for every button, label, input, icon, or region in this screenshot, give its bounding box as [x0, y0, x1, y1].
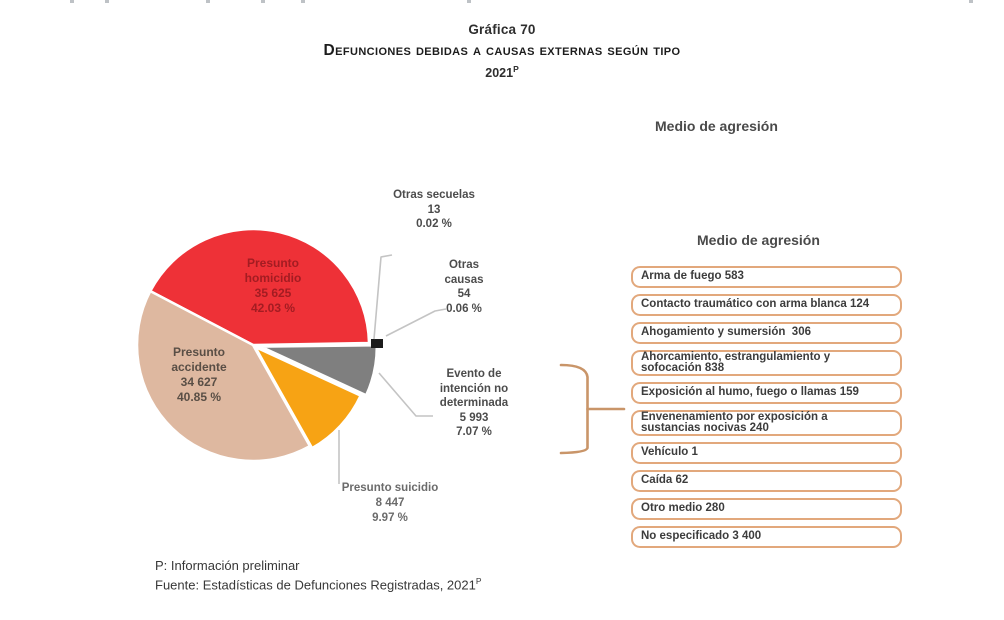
aggression-item-envenenamiento-sustancias-nocivas: Envenenamiento por exposición a sustancia…	[631, 410, 902, 436]
pie-slice-presunto-suicidio	[253, 345, 362, 450]
chart-year-superscript: P	[513, 64, 519, 74]
clipped-text-fragment	[467, 0, 471, 3]
aggression-item-arma-de-fuego: Arma de fuego 583	[631, 266, 902, 288]
aggression-item-exposicion-humo-fuego-llamas: Exposición al humo, fuego o llamas 159	[631, 382, 902, 404]
aggression-item-ahorcamiento-estrangulamiento-sofocacion: Ahorcamiento, estrangulamiento y sofocaci…	[631, 350, 902, 376]
aggression-item-no-especificado: No especificado 3 400	[631, 526, 902, 548]
slice-label-otras-causas: Otras causas 54 0.06 %	[359, 258, 569, 316]
aggression-item-line: sustancias nocivas 240	[641, 422, 769, 434]
slice-label-line: 42.03 %	[250, 301, 296, 315]
aggression-list-header: Medio de agresión	[697, 232, 820, 248]
slice-label-line: 7.07 %	[456, 426, 492, 438]
footnote-preliminary: P: Información preliminar	[155, 558, 300, 573]
slice-label-otras-secuelas: Otras secuelas 13 0.02 %	[329, 188, 539, 232]
tiny-slices-marker	[371, 339, 383, 348]
pie-slice-presunto-homicidio	[149, 227, 371, 347]
slice-label-presunto-accidente: Presunto accidente 34 627 40.85 %	[94, 345, 304, 405]
aggression-item-line: Envenenamiento por exposición a	[641, 410, 828, 423]
slice-label-line: 0.06 %	[446, 302, 482, 315]
aggression-item-ahogamiento-sumersion: Ahogamiento y sumersión 306	[631, 322, 902, 344]
graph-number-label: Gráfica 70	[468, 22, 536, 37]
clipped-text-fragment	[70, 0, 74, 3]
aggression-item-line: Arma de fuego 583	[641, 270, 744, 283]
clipped-text-fragment	[301, 0, 305, 3]
slice-label-line: 0.02 %	[416, 218, 452, 230]
slice-label-line: accidente	[171, 360, 227, 374]
slice-label-line: Presunto	[172, 345, 225, 359]
page-title: Defunciones debidas a causas externas se…	[323, 42, 681, 59]
slice-label-line: 9.97 %	[372, 512, 408, 524]
slice-label-line: Presunto suicidio	[341, 482, 439, 494]
aggression-item-line: Contacto traumático con arma blanca 124	[641, 298, 870, 311]
aggression-item-line: sofocación 838	[641, 362, 725, 374]
aggression-item-line: Vehículo 1	[641, 446, 698, 459]
clipped-text-fragment	[105, 0, 109, 3]
leader-evento	[378, 372, 433, 417]
clipped-text-fragment	[206, 0, 210, 3]
aggression-item-caida: Caída 62	[631, 470, 902, 492]
slice-label-line: 54	[457, 288, 471, 300]
aggression-item-line: Ahogamiento y sumersión 306	[641, 326, 811, 339]
slice-label-line: 40.85 %	[176, 390, 222, 404]
slice-label-line: 34 627	[180, 375, 218, 389]
slice-label-line: Otras	[448, 259, 480, 271]
slice-label-line: 5 993	[459, 411, 489, 424]
aggression-item-contacto-traumatico-arma-blanca: Contacto traumático con arma blanca 124	[631, 294, 902, 316]
slice-label-presunto-homicidio: Presunto homicidio 35 625 42.03 %	[168, 256, 378, 316]
slice-label-line: 13	[427, 203, 441, 216]
slice-label-line: homicidio	[244, 271, 302, 285]
leader-otras-secuelas	[373, 254, 393, 340]
chart-year-value: 2021	[485, 66, 514, 81]
aggression-item-line: Otro medio 280	[641, 502, 725, 515]
slice-label-line: Otras secuelas	[393, 189, 475, 201]
clipped-text-fragment	[969, 0, 973, 3]
aggression-item-line: Caída 62	[641, 474, 689, 487]
aggression-item-otro-medio: Otro medio 280	[631, 498, 902, 520]
slice-label-line: 35 625	[254, 286, 292, 300]
footnote-source: Fuente: Estadísticas de Defunciones Regi…	[155, 574, 482, 593]
footnote-source-text: Fuente: Estadísticas de Defunciones Regi…	[155, 576, 476, 592]
slice-label-line: intención no	[439, 382, 509, 395]
slice-label-line: Evento de	[446, 368, 502, 380]
footnotes: P: Información preliminar Fuente: Estadí…	[155, 558, 482, 592]
brace	[559, 363, 589, 455]
aggression-item-line: Ahorcamiento, estrangulamiento y	[641, 350, 831, 363]
aggression-item-line: No especificado 3 400	[641, 530, 762, 543]
slice-label-line: determinada	[439, 397, 509, 409]
slice-label-line: causas	[444, 273, 484, 286]
title-block: Gráfica 70 Defunciones debidas a causas …	[0, 22, 1004, 80]
aggression-header-floating: Medio de agresión	[655, 118, 778, 134]
aggression-item-vehiculo: Vehículo 1	[631, 442, 902, 464]
aggression-item-line: Exposición al humo, fuego o llamas 159	[641, 386, 859, 399]
clipped-text-fragment	[261, 0, 265, 3]
pie-slice-presunto-accidente	[135, 289, 312, 463]
footnote-source-superscript: P	[475, 575, 482, 586]
slice-label-line: 8 447	[375, 497, 405, 509]
aggression-list: Arma de fuego 583 Contacto traumático con…	[631, 266, 902, 554]
slice-label-evento-intencion-no-determinada: Evento de intención no determinada 5 993 7.0…	[369, 367, 579, 440]
slice-label-line: Presunto	[246, 256, 299, 270]
chart-year: 2021P	[0, 64, 1004, 80]
slice-label-presunto-suicidio: Presunto suicidio 8 447 9.97 %	[285, 481, 495, 526]
leader-otras-causas	[385, 308, 447, 337]
